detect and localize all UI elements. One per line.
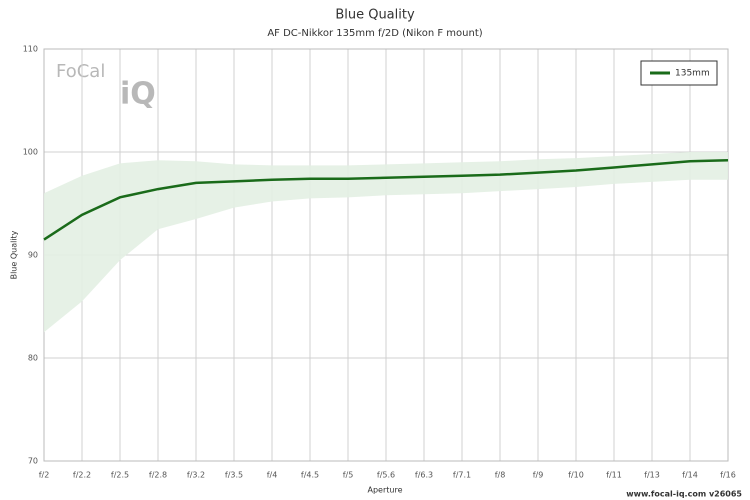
y-tick-label: 80 (28, 354, 38, 363)
x-tick-label: f/2 (39, 471, 50, 480)
x-tick-label: f/11 (606, 471, 622, 480)
logo: FoCal (56, 61, 105, 82)
footer: www.focal-iq.com v26065 (626, 490, 742, 499)
legend-label: 135mm (675, 69, 710, 79)
x-tick-label: f/2.8 (149, 471, 167, 480)
x-tick-label: f/4 (267, 471, 278, 480)
x-tick-label: f/2.5 (111, 471, 129, 480)
y-tick-label: 90 (28, 251, 38, 260)
x-tick-label: f/16 (720, 471, 736, 480)
x-tick-label: f/5.6 (377, 471, 395, 480)
x-tick-label: f/10 (568, 471, 584, 480)
x-tick-label: f/2.2 (73, 471, 91, 480)
x-tick-label: f/4.5 (301, 471, 319, 480)
x-tick-label: f/3.5 (225, 471, 243, 480)
x-tick-label: f/14 (682, 471, 698, 480)
y-tick-label: 110 (23, 45, 38, 54)
chart-title: Blue Quality (335, 8, 415, 23)
x-axis-label: Aperture (367, 486, 402, 495)
band (44, 152, 728, 333)
x-tick-label: f/7.1 (453, 471, 471, 480)
y-axis-label: Blue Quality (10, 230, 19, 279)
x-tick-label: f/9 (533, 471, 544, 480)
chart-subtitle: AF DC-Nikkor 135mm f/2D (Nikon F mount) (267, 28, 482, 39)
x-tick-label: f/5 (343, 471, 354, 480)
x-tick-label: f/13 (644, 471, 660, 480)
x-tick-label: f/3.2 (187, 471, 205, 480)
y-tick-label: 70 (28, 457, 38, 466)
y-tick-label: 100 (23, 148, 38, 157)
logo: iQ (120, 77, 156, 112)
x-tick-label: f/8 (495, 471, 506, 480)
x-tick-label: f/6.3 (415, 471, 433, 480)
line (43, 158, 729, 241)
